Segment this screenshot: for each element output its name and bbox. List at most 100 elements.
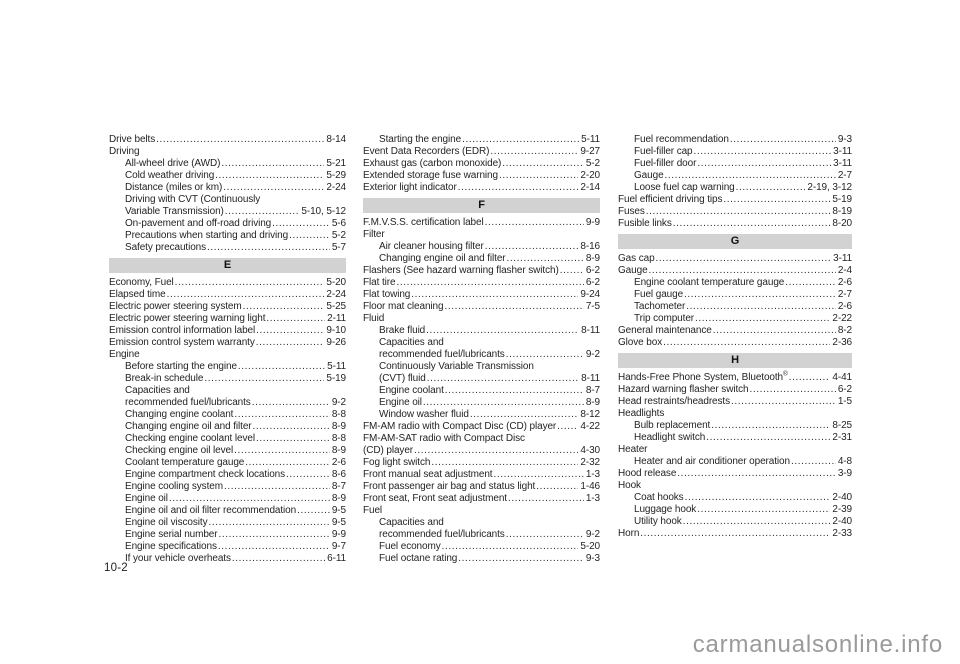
entry-label: Hazard warning flasher switch bbox=[618, 384, 749, 395]
index-entry: On-pavement and off-road driving 5-6 bbox=[109, 218, 346, 230]
entry-page: 2-40 bbox=[832, 492, 852, 503]
entry-page: 2-24 bbox=[326, 289, 346, 300]
index-entry: Glove box 2-36 bbox=[618, 337, 852, 349]
dot-leader bbox=[663, 337, 830, 349]
dot-leader bbox=[711, 420, 830, 432]
dot-leader bbox=[215, 170, 324, 182]
dot-leader bbox=[656, 253, 832, 265]
entry-label: Before starting the engine bbox=[125, 361, 237, 372]
dot-leader bbox=[243, 301, 325, 313]
entry-page: 8-20 bbox=[832, 218, 852, 229]
dot-leader bbox=[750, 384, 836, 396]
index-entry: Exhaust gas (carbon monoxide) 5-2 bbox=[363, 158, 600, 170]
index-entry: Flat tire 6-2 bbox=[363, 277, 600, 289]
index-entry: Headlights bbox=[618, 408, 852, 420]
dot-leader bbox=[506, 349, 584, 361]
dot-leader bbox=[169, 493, 330, 505]
entry-page: 2-7 bbox=[837, 289, 852, 300]
entry-page: 8-16 bbox=[580, 241, 600, 252]
dot-leader bbox=[536, 481, 578, 493]
index-entry: Brake fluid 8-11 bbox=[363, 325, 600, 337]
entry-label: Fusible links bbox=[618, 218, 672, 229]
entry-page: 5-21 bbox=[326, 158, 346, 169]
index-entry: Event Data Recorders (EDR) 9-27 bbox=[363, 146, 600, 158]
index-entry: recommended fuel/lubricants 9-2 bbox=[109, 397, 346, 409]
entry-label: (CD) player bbox=[363, 445, 414, 456]
entry-page: 5-29 bbox=[326, 170, 346, 181]
entry-page: 4-8 bbox=[837, 456, 852, 467]
index-entry: General maintenance 8-2 bbox=[618, 325, 852, 337]
index-entry: Capacities and bbox=[363, 517, 600, 529]
entry-page: 2-20 bbox=[580, 170, 600, 181]
entry-label: Coat hooks bbox=[634, 492, 684, 503]
entry-label: Elapsed time bbox=[109, 289, 166, 300]
entry-page: 8-9 bbox=[585, 253, 600, 264]
index-entry: Changing engine oil and filter 8-9 bbox=[109, 421, 346, 433]
dot-leader bbox=[414, 445, 578, 457]
entry-page: 8-19 bbox=[832, 206, 852, 217]
index-entry: Heater and air conditioner operation 4-8 bbox=[618, 456, 852, 468]
entry-label: Horn bbox=[618, 528, 640, 539]
section-header-f: F bbox=[363, 198, 600, 213]
entry-label: Flashers (See hazard warning flasher swi… bbox=[363, 265, 559, 276]
entry-label: Front seat, Front seat adjustment bbox=[363, 493, 507, 504]
index-entry: FM-AM radio with Compact Disc (CD) playe… bbox=[363, 421, 600, 433]
entry-page: 9-3 bbox=[837, 134, 852, 145]
entry-label: Fuel-filler door bbox=[634, 158, 697, 169]
entry-page: 8-9 bbox=[331, 445, 346, 456]
dot-leader bbox=[470, 409, 579, 421]
index-entry: recommended fuel/lubricants 9-2 bbox=[363, 529, 600, 541]
dot-leader bbox=[685, 492, 831, 504]
entry-page: 8-8 bbox=[331, 433, 346, 444]
entry-page: 2-19, 3-12 bbox=[807, 182, 852, 193]
entry-page: 2-6 bbox=[331, 457, 346, 468]
dot-leader bbox=[253, 421, 330, 433]
dot-leader bbox=[490, 146, 578, 158]
entry-page: 2-22 bbox=[832, 313, 852, 324]
index-entry: Engine oil and oil filter recommendation… bbox=[109, 505, 346, 517]
index-entry: Emission control information label 9-10 bbox=[109, 325, 346, 337]
entry-label: On-pavement and off-road driving bbox=[125, 218, 272, 229]
index-entry: Capacities and bbox=[363, 337, 600, 349]
index-entry: Fuel economy 5-20 bbox=[363, 541, 600, 553]
entry-page: 2-14 bbox=[580, 182, 600, 193]
entry-label: Engine compartment check locations bbox=[125, 469, 286, 480]
dot-leader bbox=[286, 469, 330, 481]
entry-page: 9-2 bbox=[585, 529, 600, 540]
entry-page: 9-7 bbox=[331, 541, 346, 552]
entry-page: 4-22 bbox=[580, 421, 600, 432]
entry-label: Engine cooling system bbox=[125, 481, 223, 492]
index-entry: Fuses 8-19 bbox=[618, 206, 852, 218]
entry-page: 8-8 bbox=[331, 409, 346, 420]
index-entry: Gas cap 3-11 bbox=[618, 253, 852, 265]
entry-label: Gas cap bbox=[618, 253, 655, 264]
dot-leader bbox=[252, 397, 330, 409]
index-entry: Filter bbox=[363, 229, 600, 241]
entry-label: Fuses bbox=[618, 206, 645, 217]
index-entry: Tachometer 2-6 bbox=[618, 301, 852, 313]
entry-label: Checking engine coolant level bbox=[125, 433, 255, 444]
dot-leader bbox=[736, 182, 806, 194]
entry-label: General maintenance bbox=[618, 325, 712, 336]
dot-leader bbox=[677, 468, 836, 480]
entry-label: Driving bbox=[109, 146, 140, 157]
entry-label: Fuel recommendation bbox=[634, 134, 729, 145]
entry-label: Starting the engine bbox=[379, 134, 462, 145]
entry-page: 9-2 bbox=[585, 349, 600, 360]
dot-leader bbox=[458, 182, 579, 194]
index-entry: Elapsed time 2-24 bbox=[109, 289, 346, 301]
entry-page: 5-2 bbox=[331, 230, 346, 241]
index-entry: Checking engine oil level 8-9 bbox=[109, 445, 346, 457]
entry-label: Electric power steering warning light bbox=[109, 313, 266, 324]
entry-page: 1-3 bbox=[585, 493, 600, 504]
index-entry: Fusible links 8-20 bbox=[618, 218, 852, 230]
entry-page: 9-9 bbox=[585, 217, 600, 228]
entry-label: Utility hook bbox=[634, 516, 682, 527]
dot-leader bbox=[462, 134, 579, 146]
entry-page: 9-26 bbox=[326, 337, 346, 348]
index-entry: Floor mat cleaning 7-5 bbox=[363, 301, 600, 313]
entry-page: 8-7 bbox=[331, 481, 346, 492]
dot-leader bbox=[731, 396, 836, 408]
page-number: 10-2 bbox=[104, 562, 128, 574]
entry-page: 9-9 bbox=[331, 529, 346, 540]
